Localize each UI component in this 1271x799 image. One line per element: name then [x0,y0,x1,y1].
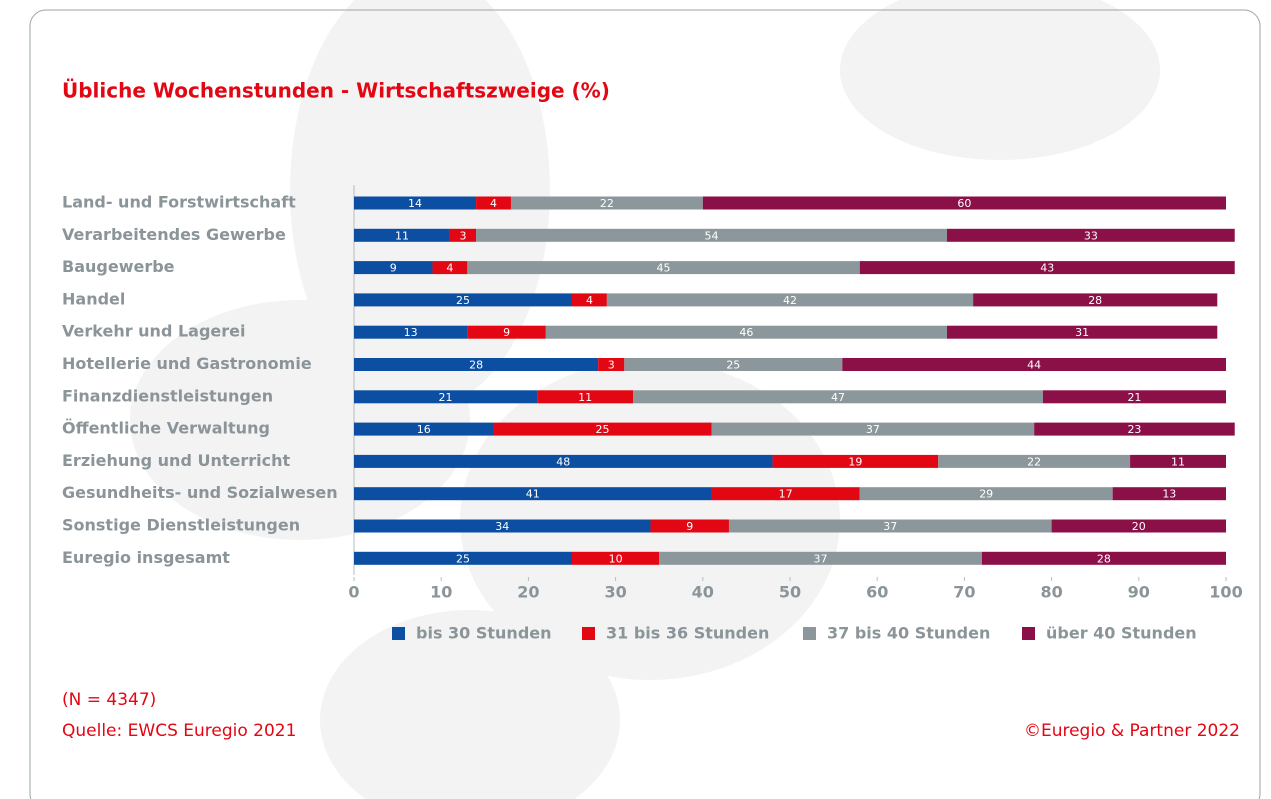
x-tick-label: 0 [348,583,359,602]
value-label: 21 [1127,391,1141,404]
value-label: 45 [657,262,671,275]
category-label: Land- und Forstwirtschaft [62,193,296,212]
value-label: 22 [600,197,614,210]
value-label: 14 [408,197,422,210]
value-label: 3 [608,359,615,372]
value-label: 3 [460,229,467,242]
category-label: Öffentliche Verwaltung [62,419,270,438]
value-label: 25 [456,294,470,307]
value-label: 60 [957,197,971,210]
value-label: 21 [439,391,453,404]
legend-label: 31 bis 36 Stunden [606,624,769,643]
value-label: 46 [739,326,753,339]
copyright: ©Euregio & Partner 2022 [1024,721,1240,741]
value-label: 54 [705,229,719,242]
x-tick-label: 20 [517,583,539,602]
value-label: 47 [831,391,845,404]
value-label: 16 [417,423,431,436]
value-label: 22 [1027,455,1041,468]
chart-title: Übliche Wochenstunden - Wirtschaftszweig… [62,79,610,103]
value-label: 19 [848,455,862,468]
value-label: 11 [395,229,409,242]
legend-label: 37 bis 40 Stunden [827,624,990,643]
value-label: 25 [726,359,740,372]
value-label: 37 [866,423,880,436]
category-label: Verkehr und Lagerei [62,322,246,341]
value-label: 4 [490,197,497,210]
category-label: Hotellerie und Gastronomie [62,354,312,373]
x-tick-label: 40 [692,583,714,602]
x-tick-label: 10 [430,583,452,602]
value-label: 43 [1040,262,1054,275]
value-label: 10 [609,552,623,565]
value-label: 4 [446,262,453,275]
value-label: 31 [1075,326,1089,339]
x-tick-label: 70 [953,583,975,602]
value-label: 34 [495,520,509,533]
value-label: 20 [1132,520,1146,533]
category-label: Verarbeitendes Gewerbe [62,225,286,244]
value-label: 13 [404,326,418,339]
value-label: 28 [469,359,483,372]
value-label: 4 [586,294,593,307]
value-label: 41 [526,488,540,501]
chart: Übliche Wochenstunden - Wirtschaftszweig… [0,0,1271,799]
value-label: 44 [1027,359,1041,372]
value-label: 11 [578,391,592,404]
legend-swatch [582,627,595,640]
category-label: Sonstige Dienstleistungen [62,516,300,535]
x-tick-label: 60 [866,583,888,602]
category-label: Finanzdienstleistungen [62,386,273,405]
value-label: 13 [1162,488,1176,501]
category-label: Handel [62,289,125,308]
value-label: 25 [596,423,610,436]
value-label: 48 [556,455,570,468]
note: (N = 4347) [62,690,156,710]
x-tick-label: 80 [1040,583,1062,602]
value-label: 37 [883,520,897,533]
category-label: Erziehung und Unterricht [62,451,290,470]
value-label: 42 [783,294,797,307]
x-tick-label: 90 [1128,583,1150,602]
value-label: 37 [814,552,828,565]
x-tick-label: 50 [779,583,801,602]
category-label: Baugewerbe [62,257,175,276]
value-label: 25 [456,552,470,565]
legend-label: bis 30 Stunden [416,624,552,643]
legend-swatch [803,627,816,640]
x-tick-label: 100 [1209,583,1242,602]
value-label: 11 [1171,455,1185,468]
value-label: 28 [1097,552,1111,565]
value-label: 28 [1088,294,1102,307]
source: Quelle: EWCS Euregio 2021 [62,721,296,741]
category-label: Euregio insgesamt [62,548,230,567]
legend-swatch [1022,627,1035,640]
category-label: Gesundheits- und Sozialwesen [62,483,338,502]
value-label: 9 [503,326,510,339]
value-label: 29 [979,488,993,501]
value-label: 9 [390,262,397,275]
value-label: 33 [1084,229,1098,242]
value-label: 23 [1127,423,1141,436]
value-label: 9 [686,520,693,533]
legend-swatch [392,627,405,640]
value-label: 17 [779,488,793,501]
legend-label: über 40 Stunden [1046,624,1197,643]
x-tick-label: 30 [604,583,626,602]
